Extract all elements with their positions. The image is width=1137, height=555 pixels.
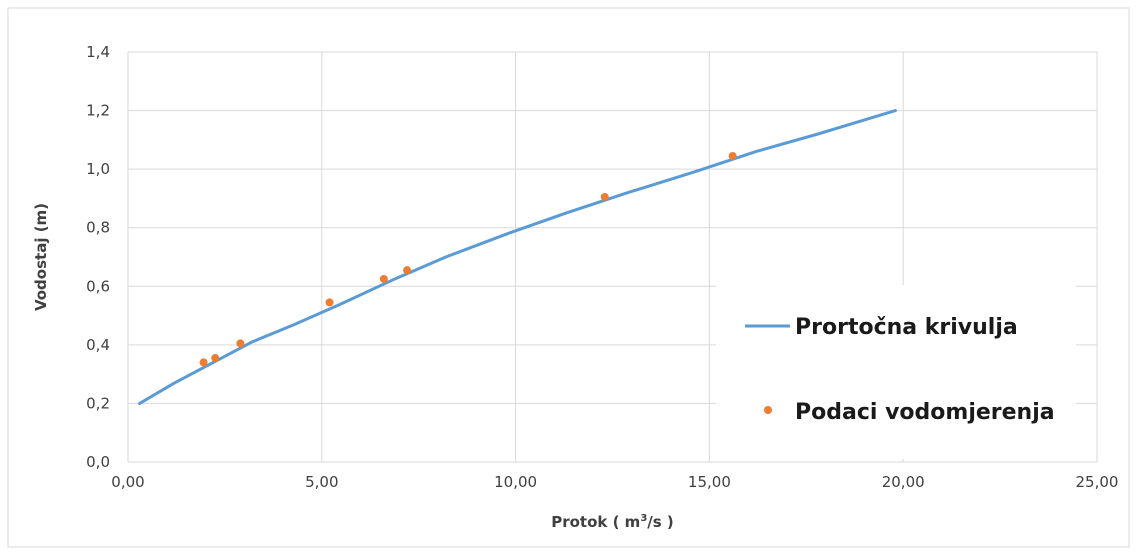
x-tick-label: 15,00 bbox=[688, 473, 731, 491]
data-point bbox=[325, 298, 334, 307]
y-tick-label: 0,4 bbox=[86, 336, 110, 354]
x-axis-title-sup: 3 bbox=[640, 513, 647, 524]
x-axis-title: Protok ( m3/s ) bbox=[551, 513, 674, 531]
chart-border bbox=[7, 7, 1130, 548]
y-axis-title: Vodostaj (m) bbox=[32, 203, 50, 311]
grid bbox=[127, 51, 1098, 463]
x-axis-title-end: /s ) bbox=[647, 513, 673, 531]
legend-label-points: Podaci vodomjerenja bbox=[795, 400, 1055, 425]
legend: Prortočna krivulja Podaci vodomjerenja bbox=[716, 285, 1076, 459]
data-point bbox=[728, 151, 737, 160]
y-tick-label: 1,4 bbox=[86, 43, 110, 61]
x-tick-label: 10,00 bbox=[494, 473, 537, 491]
y-tick-label: 0,8 bbox=[86, 219, 110, 237]
y-tick-label: 0,0 bbox=[86, 453, 110, 471]
y-tick-labels: 0,0 0,2 0,4 0,6 0,8 1,0 1,2 1,4 bbox=[86, 43, 110, 471]
x-tick-label: 0,00 bbox=[111, 473, 144, 491]
x-tick-label: 25,00 bbox=[1076, 473, 1119, 491]
data-point bbox=[600, 192, 609, 201]
x-tick-label: 20,00 bbox=[882, 473, 925, 491]
legend-background bbox=[716, 285, 1076, 459]
x-tick-labels: 0,00 5,00 10,00 15,00 20,00 25,00 bbox=[111, 473, 1118, 491]
legend-marker-swatch bbox=[764, 406, 772, 414]
data-point bbox=[211, 354, 220, 363]
y-tick-label: 1,0 bbox=[86, 160, 110, 178]
y-tick-label: 1,2 bbox=[86, 102, 110, 120]
legend-label-line: Prortočna krivulja bbox=[795, 315, 1018, 340]
x-tick-label: 5,00 bbox=[305, 473, 338, 491]
y-tick-label: 0,2 bbox=[86, 394, 110, 412]
data-point bbox=[236, 339, 245, 348]
series-layer bbox=[138, 109, 897, 405]
data-point bbox=[199, 358, 208, 367]
x-axis-title-main: Protok ( m bbox=[551, 513, 640, 531]
y-tick-label: 0,6 bbox=[86, 277, 110, 295]
data-point bbox=[403, 266, 412, 275]
data-point bbox=[379, 274, 388, 283]
